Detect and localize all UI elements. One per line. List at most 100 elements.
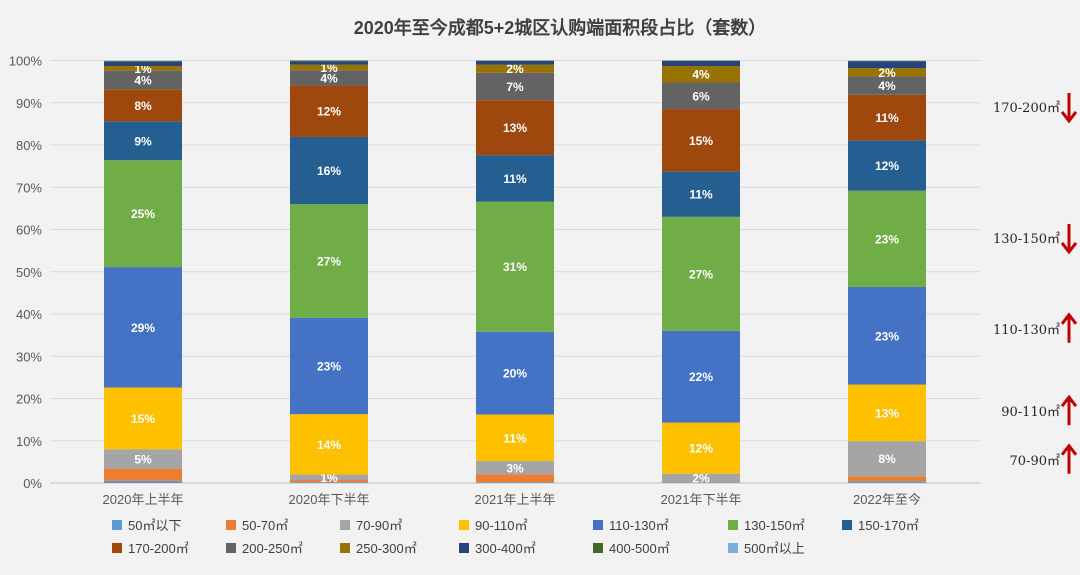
bar-segment [848,481,926,483]
data-label: 14% [317,438,341,452]
bar-segment [476,414,554,462]
legend-label: 50-70㎡ [242,518,288,533]
arrow-head [1060,111,1078,124]
legend-label: 90-110㎡ [475,518,528,533]
legend-item: 50-70㎡ [226,518,288,533]
bar-segment [848,76,926,95]
x-axis: 2020年上半年 2020年下半年 2021年上半年 2021年下半年 2022年至今 [103,492,921,507]
bar-segment [662,216,740,331]
legend-label: 500㎡以上 [744,541,805,556]
bar-segment [848,140,926,191]
data-label: 4% [692,68,710,82]
legend-swatch [842,520,852,530]
data-label: 9% [134,134,152,148]
data-label: 15% [131,412,155,426]
legend-label: 200-250㎡ [242,541,303,556]
legend-swatch [340,543,350,553]
legend-swatch [593,543,603,553]
bar-segment [662,65,740,83]
x-tick-label: 2021年下半年 [661,492,742,507]
data-label: 22% [689,370,713,384]
annotation-label: 70-90㎡ [1010,454,1060,469]
data-label: 31% [503,260,527,274]
legend-item: 200-250㎡ [226,541,303,556]
bar-segment [290,317,368,415]
legend-label: 150-170㎡ [858,518,919,533]
bar-segment [104,480,182,483]
legend-label: 300-400㎡ [475,541,536,556]
annotation-label: 130-150㎡ [993,232,1060,247]
data-label: 11% [875,111,899,125]
up-arrow-icon [1060,312,1078,343]
data-label: 11% [503,431,527,445]
annotation: 110-130㎡ [993,312,1078,343]
y-tick-label: 40% [16,307,42,322]
arrow-head [1060,443,1078,456]
bar-segment [290,474,368,481]
bar-segment [848,476,926,482]
legend-item: 70-90㎡ [340,518,402,533]
bar-segment [848,61,926,69]
bar-stack: 5%15%29%25%9%8%4%1% [104,60,182,483]
y-tick-label: 50% [16,265,42,280]
data-label: 7% [506,80,524,94]
legend-swatch [459,520,469,530]
bar-segment [662,109,740,172]
legend-label: 250-300㎡ [356,541,417,556]
bar-segment [662,171,740,217]
arrow-head [1060,242,1078,255]
y-tick-label: 80% [16,138,42,153]
data-label: 23% [317,359,341,373]
legend-item: 50㎡以下 [112,518,181,533]
bar-segment [104,449,182,469]
data-label: 20% [503,367,527,381]
legend-swatch [459,543,469,553]
bar-segment [848,94,926,141]
bar-segment [848,441,926,477]
y-tick-label: 60% [16,223,42,238]
bar-segment [662,330,740,423]
legend-swatch [728,520,738,530]
legend-item: 300-400㎡ [459,541,536,556]
legend-swatch [112,543,122,553]
bar-segment [476,474,554,483]
data-label: 11% [689,188,713,202]
legend-label: 400-500㎡ [609,541,670,556]
legend-label: 110-130㎡ [609,518,669,533]
legend-swatch [226,520,236,530]
bar-segment [104,267,182,388]
bar-segment [848,286,926,385]
arrow-head [1060,394,1078,408]
legend: 50㎡以下 50-70㎡ 70-90㎡ 90-110㎡ 110-130㎡ 130-150㎡… [112,518,919,556]
bar-segment [104,65,182,71]
bar-segment [848,68,926,77]
bar-segment [104,160,182,268]
data-label: 12% [689,442,713,456]
bar-segment [290,204,368,318]
legend-item: 250-300㎡ [340,541,417,556]
annotation-label: 90-110㎡ [1001,405,1060,420]
annotation: 170-200㎡ [993,92,1078,124]
bar-stack: 2% 12% 22% 27% 11% 15% 6% 4% [662,60,740,485]
bar-segment [104,387,182,450]
legend-item: 500㎡以上 [728,541,805,556]
legend-swatch [340,520,350,530]
legend-item: 130-150㎡ [728,518,805,533]
legend-swatch [728,543,738,553]
legend-label: 170-200㎡ [128,541,189,556]
bar-stack: 8% 13% 23% 23% 12% 11% 4%2% [848,60,926,483]
bar-segment [848,384,926,442]
legend-item: 400-500㎡ [593,541,670,556]
data-label: 12% [875,159,899,173]
legend-label: 50㎡以下 [128,518,181,533]
bar-segment [476,155,554,202]
bar-segment [104,70,182,90]
y-tick-label: 70% [16,180,42,195]
legend-swatch [112,520,122,530]
bar-segment [104,468,182,481]
data-label: 4% [878,79,896,93]
x-tick-label: 2020年下半年 [289,492,370,507]
data-label: 16% [317,164,341,178]
bar-segment [104,60,182,62]
